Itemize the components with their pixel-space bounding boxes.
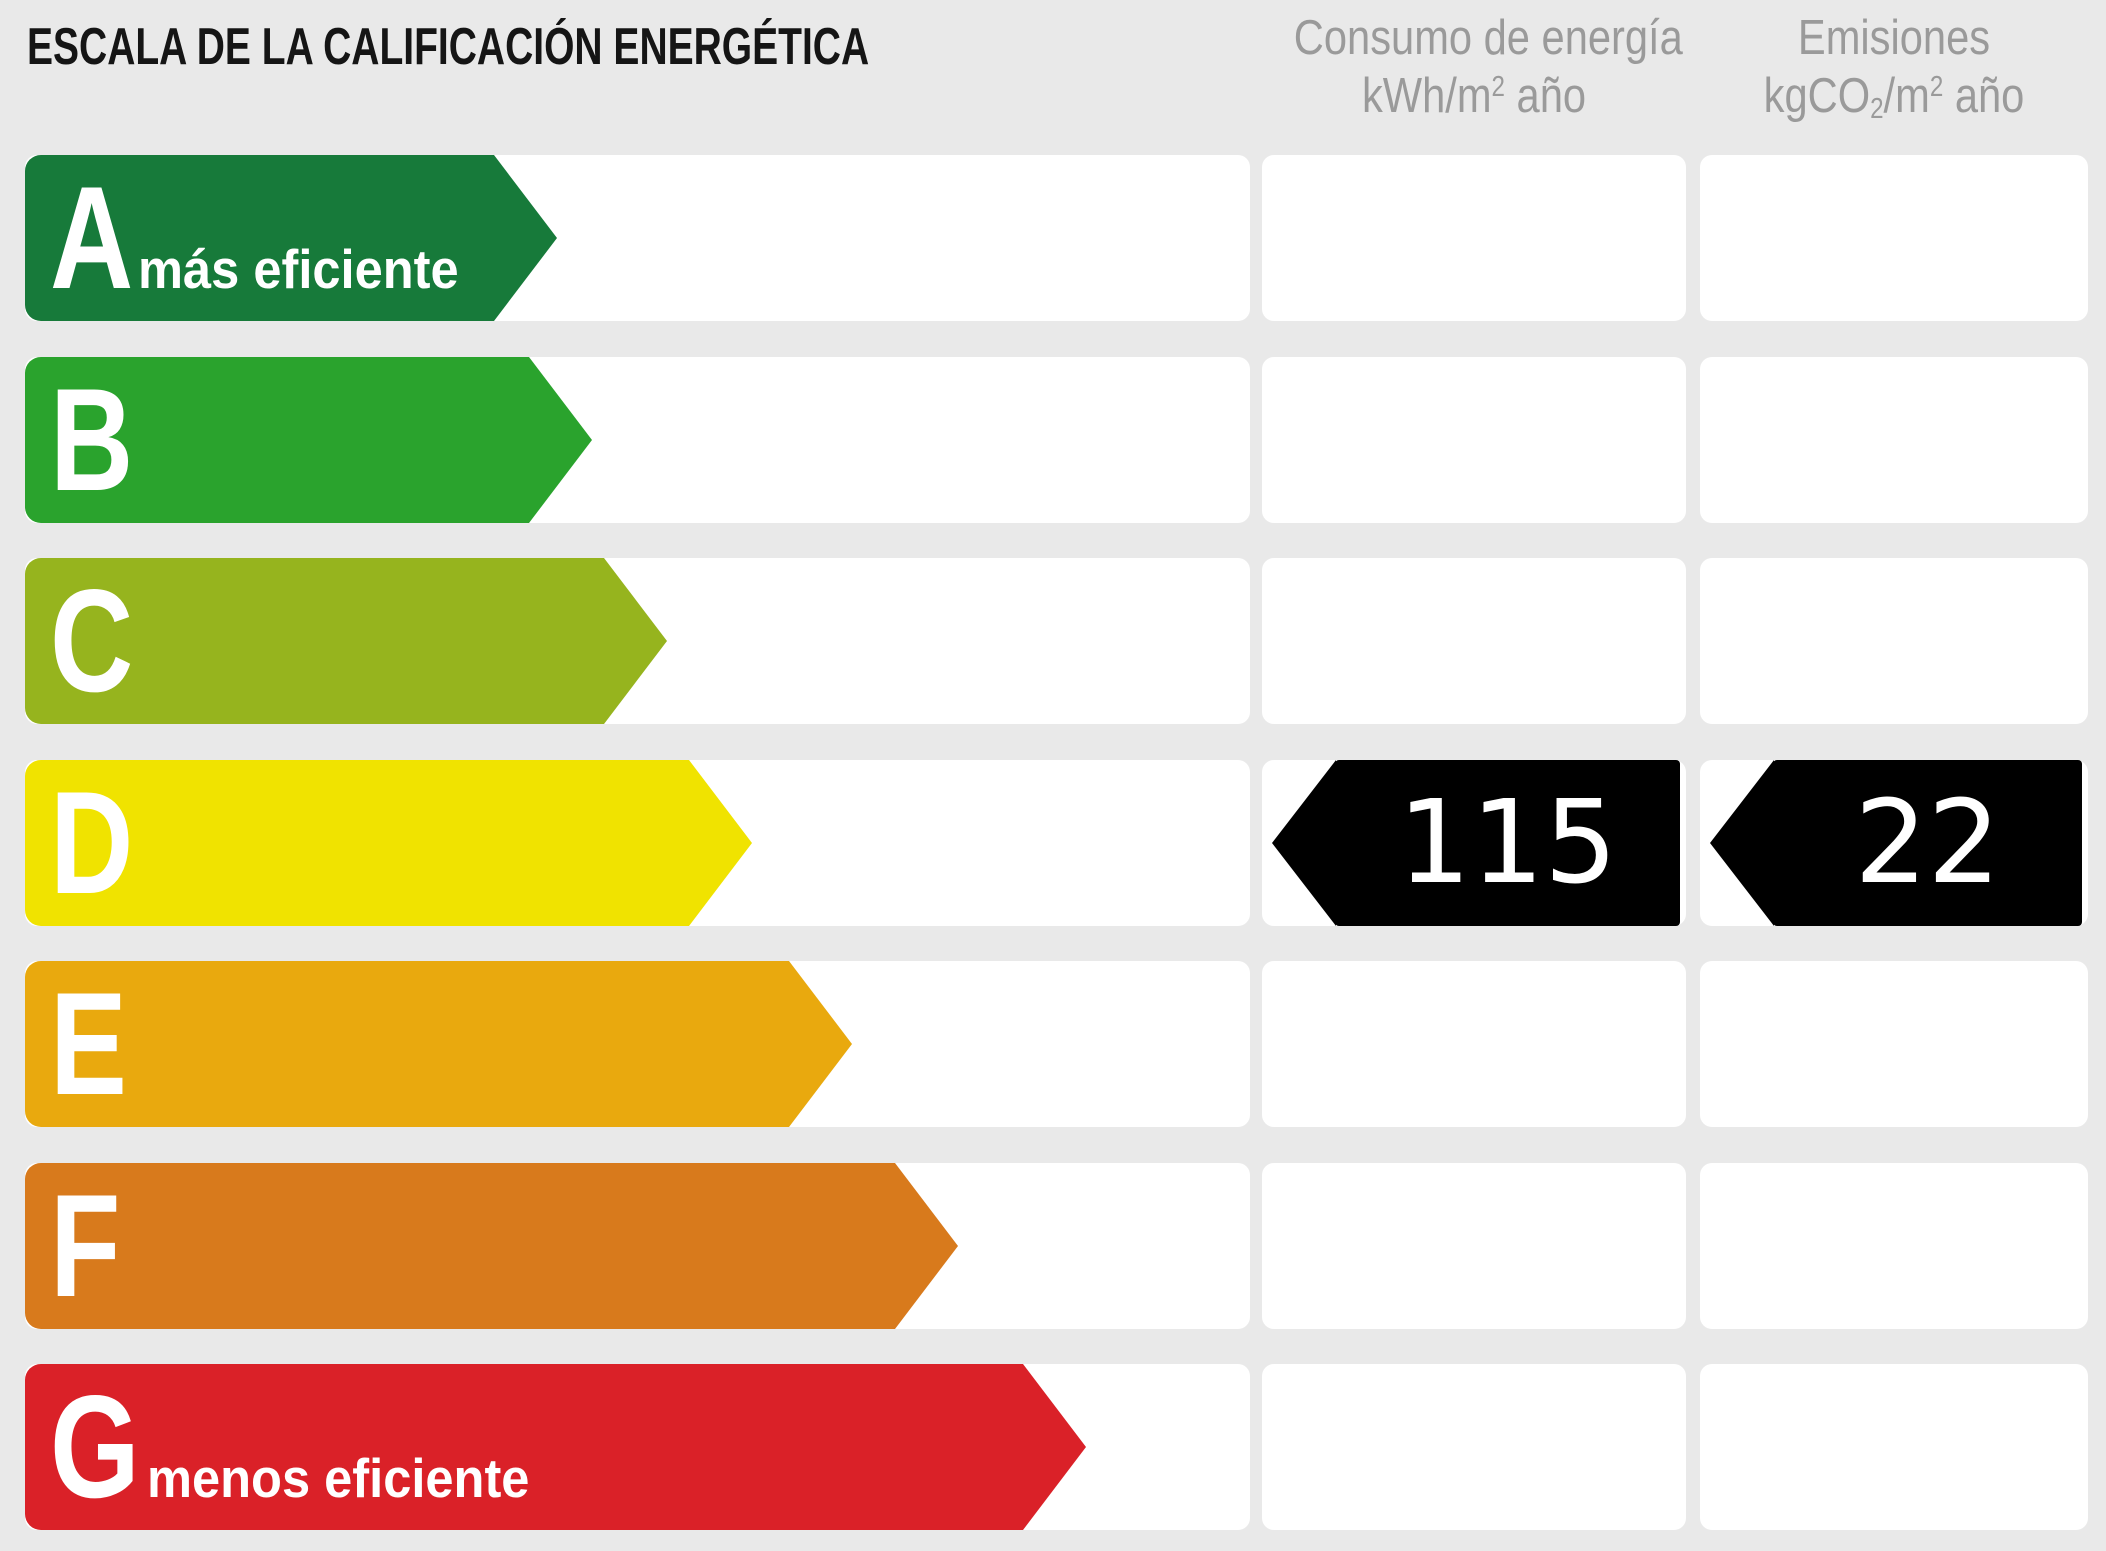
rating-bar-text: F xyxy=(50,1163,122,1329)
rating-bar-c xyxy=(25,558,667,724)
emisiones-cell xyxy=(1700,357,2088,523)
consumo-cell xyxy=(1262,558,1686,724)
rating-sublabel: menos eficiente xyxy=(146,1447,530,1509)
bar-arrow-tip xyxy=(689,760,752,926)
rating-letter: F xyxy=(50,1164,121,1327)
emisiones-cell xyxy=(1700,1163,2088,1329)
rating-bar-d xyxy=(25,760,752,926)
consumo-cell xyxy=(1262,1163,1686,1329)
rating-bar-b xyxy=(25,357,592,523)
emisiones-cell xyxy=(1700,961,2088,1127)
consumo-cell xyxy=(1262,155,1686,321)
rating-letter: D xyxy=(50,761,134,924)
chart-title: ESCALA DE LA CALIFICACIÓN ENERGÉTICA xyxy=(27,18,870,76)
consumo-cell xyxy=(1262,1364,1686,1530)
rating-row-a: Amás eficiente xyxy=(0,155,2106,321)
consumo-value-arrow: 115 xyxy=(1272,760,1680,926)
bar-arrow-tip xyxy=(529,357,592,523)
rating-bar-text: C xyxy=(50,558,138,724)
consumo-column-header: Consumo de energía kWh/m2 año xyxy=(1294,0,1683,132)
emisiones-column-header: Emisiones kgCO2/m2 año xyxy=(1729,0,2059,132)
rating-bar-a xyxy=(25,155,557,321)
superscript-2: 2 xyxy=(1929,71,1944,104)
value-arrow-body: 115 xyxy=(1335,760,1680,926)
consumo-header-unit: kWh/m2 año xyxy=(1361,69,1587,123)
rating-bar-g xyxy=(25,1364,1086,1530)
superscript-2: 2 xyxy=(1491,71,1505,104)
consumo-cell xyxy=(1262,961,1686,1127)
rating-letter: C xyxy=(50,559,134,722)
rating-row-b: B xyxy=(0,357,2106,523)
emisiones-value-arrow: 22 xyxy=(1710,760,2082,926)
emisiones-cell: 22 xyxy=(1700,760,2088,926)
rating-bar-text: D xyxy=(50,760,138,926)
emisiones-cell xyxy=(1700,155,2088,321)
value-arrow-tip xyxy=(1272,760,1336,926)
rating-letter: B xyxy=(50,358,134,521)
rating-row-d: 115 22 D xyxy=(0,760,2106,926)
rating-row-c: C xyxy=(0,558,2106,724)
rating-bar-text: Amás eficiente xyxy=(50,155,487,321)
value-arrow-body: 22 xyxy=(1773,760,2082,926)
consumo-value: 115 xyxy=(1397,775,1618,910)
rating-bar-text: E xyxy=(50,961,130,1127)
emisiones-value: 22 xyxy=(1854,775,2001,910)
emisiones-header-unit: kgCO2/m2 año xyxy=(1763,69,2025,126)
bar-arrow-tip xyxy=(1023,1364,1086,1530)
rating-row-e: E xyxy=(0,961,2106,1127)
bar-arrow-tip xyxy=(895,1163,958,1329)
bar-arrow-tip xyxy=(789,961,852,1127)
rating-letter: A xyxy=(50,156,134,319)
rating-letter: E xyxy=(50,962,127,1125)
rating-letter: G xyxy=(50,1365,140,1528)
bar-arrow-tip xyxy=(604,558,667,724)
emisiones-header-line1: Emisiones xyxy=(1797,11,1991,65)
rating-sublabel: más eficiente xyxy=(138,238,460,300)
rating-row-f: F xyxy=(0,1163,2106,1329)
consumo-cell: 115 xyxy=(1262,760,1686,926)
consumo-header-line1: Consumo de energía xyxy=(1293,11,1683,65)
emisiones-cell xyxy=(1700,1364,2088,1530)
rating-bar-text: B xyxy=(50,357,138,523)
bar-arrow-tip xyxy=(494,155,557,321)
rating-bar-e xyxy=(25,961,852,1127)
subscript-2: 2 xyxy=(1870,93,1884,126)
value-arrow-tip xyxy=(1710,760,1774,926)
rating-bar-f xyxy=(25,1163,958,1329)
emisiones-cell xyxy=(1700,558,2088,724)
consumo-cell xyxy=(1262,357,1686,523)
